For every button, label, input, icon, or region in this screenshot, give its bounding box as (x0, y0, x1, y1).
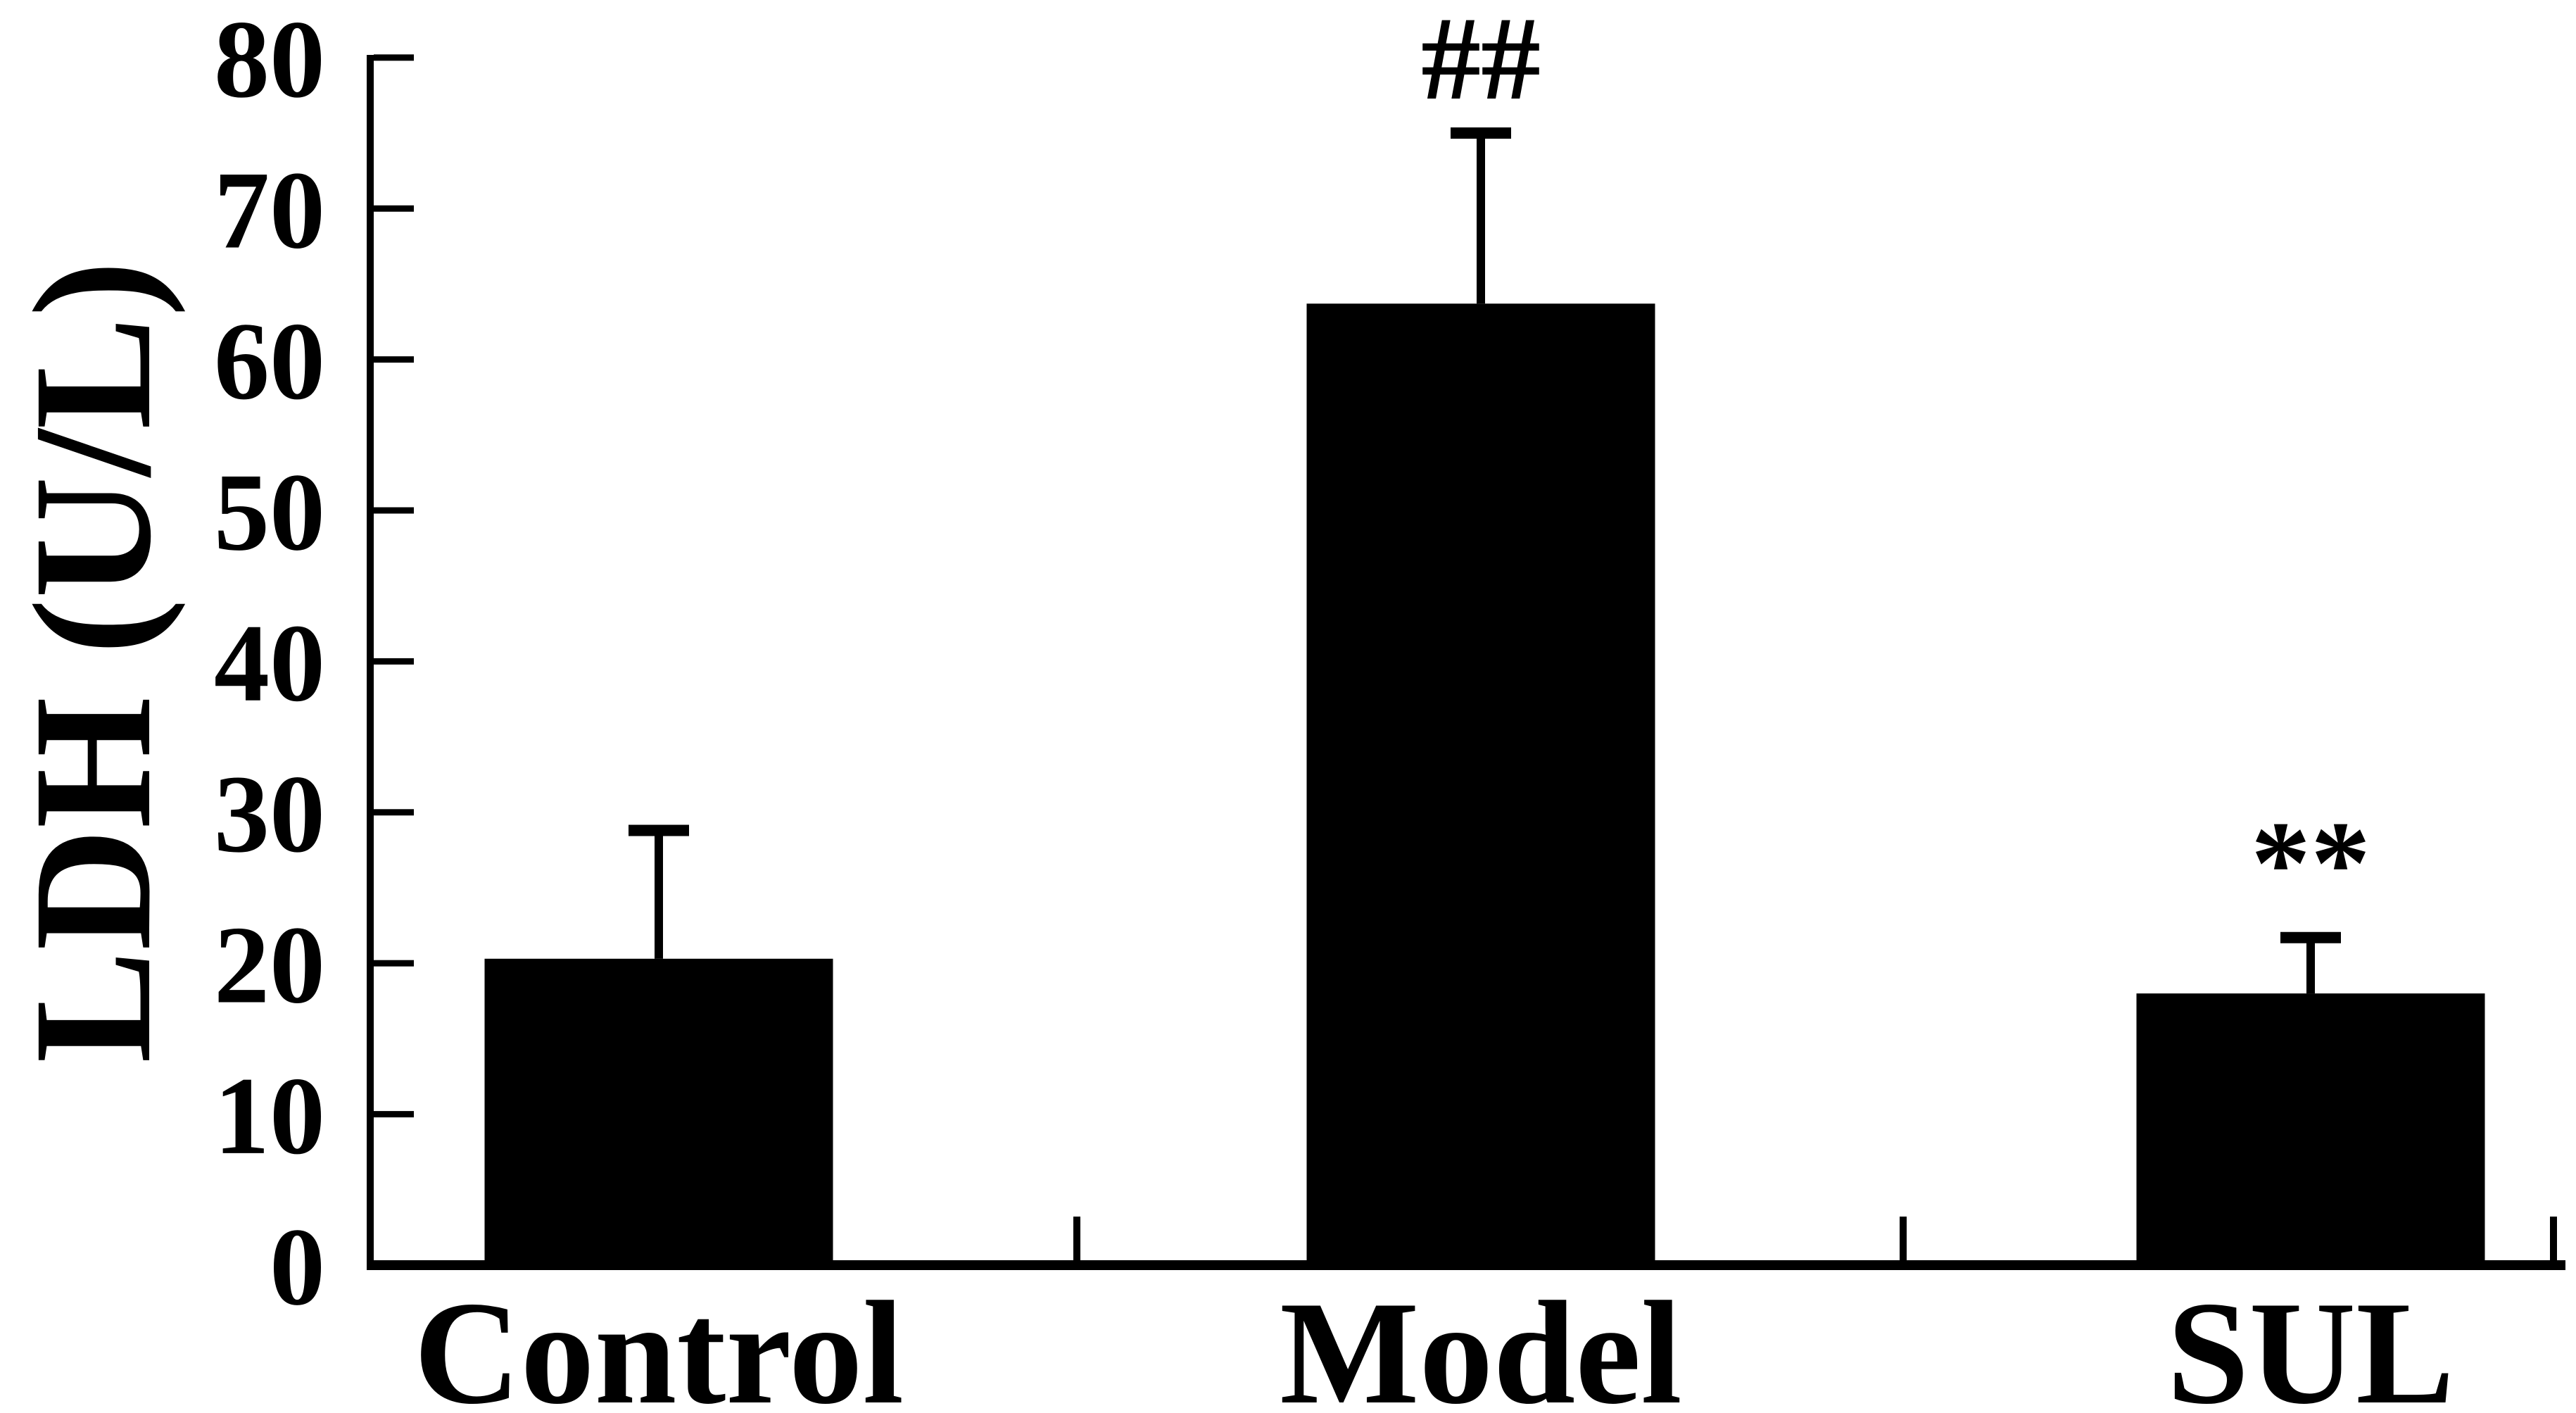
category-label-control: Control (414, 1271, 904, 1413)
y-tick-mark (374, 356, 414, 363)
error-bar-line (2306, 937, 2315, 994)
y-tick-label: 50 (214, 451, 325, 574)
y-tick-mark (374, 507, 414, 514)
y-tick-mark (374, 960, 414, 967)
y-tick-mark (374, 205, 414, 212)
error-bar-cap (629, 824, 689, 836)
y-axis-title: LDH (U/L) (0, 260, 186, 1063)
y-tick-label: 60 (214, 300, 325, 423)
significance-annotation: ## (1421, 0, 1541, 125)
y-tick-label: 10 (214, 1055, 325, 1178)
y-tick-label: 70 (214, 149, 325, 272)
y-tick-mark (374, 1111, 414, 1118)
error-bar-cap (2280, 931, 2341, 943)
y-tick-mark (374, 54, 414, 61)
bar-model (1306, 303, 1655, 1264)
error-bar-line (655, 830, 663, 959)
y-tick-label: 30 (214, 753, 325, 876)
y-tick-label: 40 (214, 602, 325, 725)
category-label-model: Model (1280, 1271, 1682, 1413)
x-tick-mark (1073, 1217, 1080, 1260)
x-tick-mark (2550, 1217, 2557, 1260)
bar-sul (2136, 993, 2485, 1263)
y-tick-mark (374, 658, 414, 665)
y-tick-label: 20 (214, 904, 325, 1027)
y-axis-line (367, 55, 374, 1270)
y-tick-mark (374, 809, 414, 816)
x-axis-line (367, 1260, 2565, 1270)
category-label-sul: SUL (2167, 1271, 2455, 1413)
significance-annotation: ** (2251, 797, 2370, 929)
error-bar-line (1477, 133, 1485, 304)
x-tick-mark (1900, 1217, 1907, 1260)
y-tick-label: 0 (270, 1205, 325, 1329)
bar-control (484, 958, 833, 1263)
y-tick-label: 80 (214, 0, 325, 121)
error-bar-cap (1451, 127, 1511, 139)
